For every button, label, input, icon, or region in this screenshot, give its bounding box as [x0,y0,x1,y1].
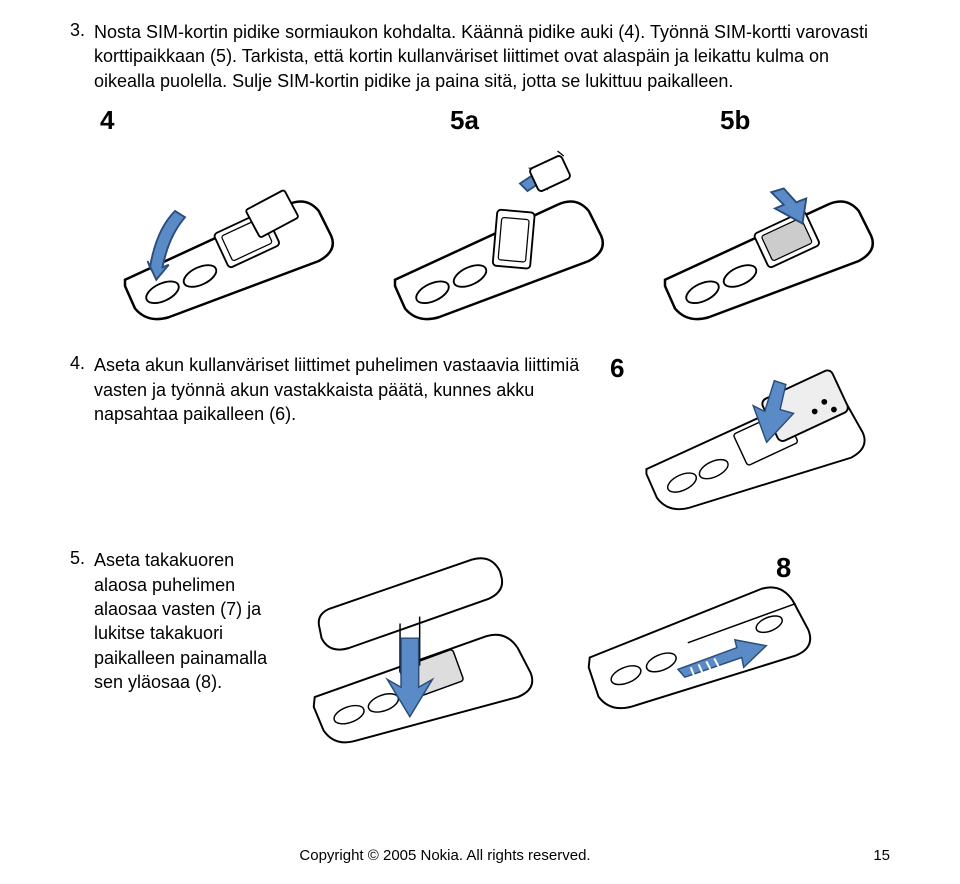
figure-8-label-svg: 8 [776,552,791,583]
figure-8: 8 [575,548,830,748]
step-3-text: Nosta SIM-kortin pidike sormiaukon kohda… [94,20,890,93]
step-4-num: 4. [70,353,94,426]
phone-diagram-6 [632,353,882,518]
figure-5b-label: 5b [640,105,750,136]
step-3: 3. Nosta SIM-kortin pidike sormiaukon ko… [70,20,890,93]
figure-7: 7 [300,548,555,748]
copyright-text: Copyright © 2005 Nokia. All rights reser… [299,847,590,864]
step-4-text: Aseta akun kullanväriset liittimet puhel… [94,353,580,426]
figures-7-8: 7 8 [300,548,890,748]
step-4: 4. Aseta akun kullanväriset liittimet pu… [70,353,580,426]
figure-row-1: 4 5a 5b [70,105,890,324]
figure-5a: 5a [370,105,620,324]
step-4-row: 4. Aseta akun kullanväriset liittimet pu… [70,353,890,518]
phone-diagram-5b [640,136,890,324]
page-number: 15 [873,847,890,864]
figure-5a-label: 5a [370,105,479,136]
step-3-num: 3. [70,20,94,93]
figure-4: 4 [100,105,350,324]
step-5-row: 5. Aseta takakuoren alaosa puhelimen ala… [70,548,890,748]
figure-4-label: 4 [100,105,114,136]
phone-diagram-8: 8 [575,548,830,718]
footer: Copyright © 2005 Nokia. All rights reser… [0,847,890,864]
figure-5b: 5b [640,105,890,324]
step-5: 5. Aseta takakuoren alaosa puhelimen ala… [70,548,290,694]
phone-diagram-5a [370,136,620,324]
figure-6-label: 6 [610,353,624,384]
phone-diagram-4 [100,136,350,324]
phone-diagram-7: 7 [300,548,555,748]
figure-6: 6 [610,353,890,518]
step-5-num: 5. [70,548,94,694]
step-5-text: Aseta takakuoren alaosa puhelimen alaosa… [94,548,290,694]
